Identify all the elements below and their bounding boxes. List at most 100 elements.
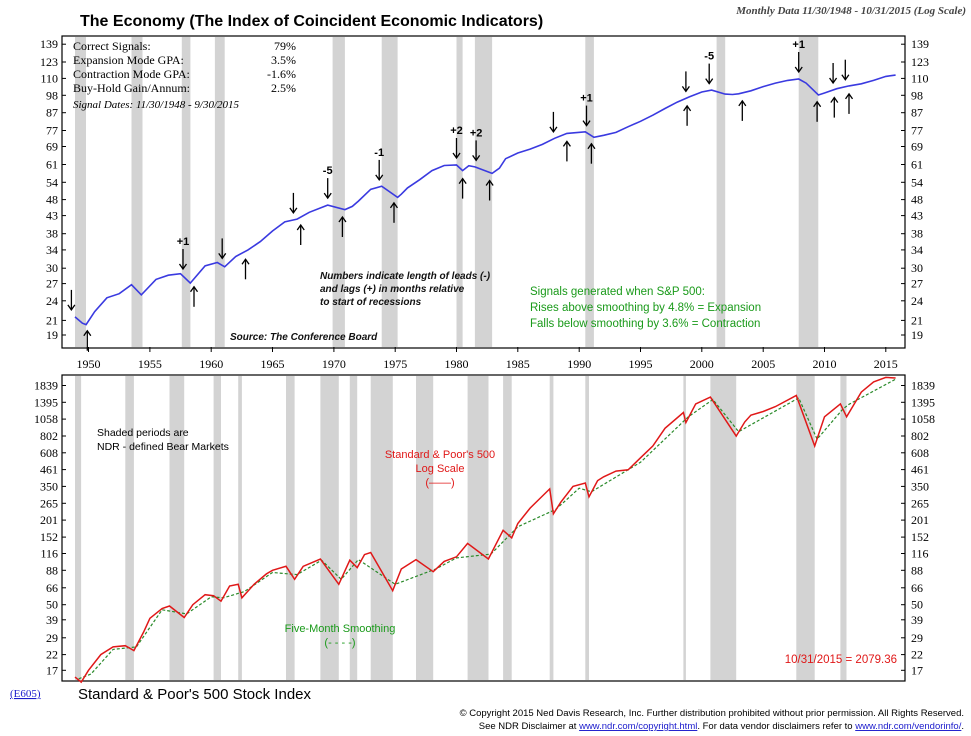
vendorinfo-link[interactable]: www.ndr.com/vendorinfo/ xyxy=(854,721,961,732)
buy-signal-arrow-3 xyxy=(189,285,199,293)
y-tick-left-11: 69 xyxy=(46,140,58,154)
x-tick-label-2: 1960 xyxy=(199,357,223,371)
recession-shade-1 xyxy=(131,37,143,347)
chart-code-link[interactable]: (E605) xyxy=(10,688,41,700)
buy-signal-arrow-5 xyxy=(241,258,250,265)
lead-lag-label-2: +1 xyxy=(177,236,190,248)
smoothing-line-legend: (- - - -) xyxy=(324,637,355,649)
sell-signal-arrow-4 xyxy=(218,252,227,260)
y-tick-left-9: 54 xyxy=(46,175,58,189)
x-tick-label-12: 2010 xyxy=(813,357,837,371)
lead-lag-label-12: +2 xyxy=(450,125,463,137)
sell-signal-arrow-24 xyxy=(794,66,803,74)
y-tick-right-15: 1058 xyxy=(911,412,935,426)
lead-lag-label-24: +1 xyxy=(792,39,805,51)
y-tick-left-8: 48 xyxy=(46,193,58,207)
y-tick-left-16: 123 xyxy=(40,55,58,69)
y-tick-right-1: 21 xyxy=(911,313,923,327)
bear-market-shade-17 xyxy=(840,376,847,680)
bear-market-shade-13 xyxy=(585,376,589,680)
y-tick-right-0: 17 xyxy=(911,663,923,677)
x-tick-label-13: 2015 xyxy=(874,357,898,371)
y-tick-left-13: 87 xyxy=(46,106,58,120)
y-tick-right-13: 87 xyxy=(911,106,923,120)
y-tick-left-15: 1058 xyxy=(34,412,58,426)
recession-shade-0 xyxy=(75,37,86,347)
y-tick-right-16: 1395 xyxy=(911,395,935,409)
stat-value-contraction: -1.6% xyxy=(267,67,296,81)
x-tick-label-10: 2000 xyxy=(690,357,714,371)
sell-signal-arrow-14 xyxy=(472,155,481,162)
lead-lag-label-14: +2 xyxy=(470,127,483,139)
y-tick-left-3: 27 xyxy=(46,277,58,291)
y-tick-left-12: 461 xyxy=(40,463,58,477)
y-tick-left-17: 1839 xyxy=(34,379,58,393)
y-tick-right-14: 802 xyxy=(911,429,929,443)
y-tick-right-12: 461 xyxy=(911,463,929,477)
bear-market-shade-11 xyxy=(503,376,512,680)
buy-signal-arrow-17 xyxy=(562,140,571,147)
y-tick-right-8: 48 xyxy=(911,193,923,207)
y-tick-left-15: 110 xyxy=(40,71,58,85)
y-tick-left-7: 43 xyxy=(46,209,58,223)
signals-line-1: Signals generated when S&P 500: xyxy=(530,286,705,298)
x-tick-label-0: 1950 xyxy=(77,357,101,371)
bear-market-shade-4 xyxy=(238,376,242,680)
recession-shade-4 xyxy=(332,37,345,347)
bear-market-shade-3 xyxy=(213,376,221,680)
recession-shade-9 xyxy=(716,37,726,347)
chart-subtitle: Monthly Data 11/30/1948 - 10/31/2015 (Lo… xyxy=(735,5,966,17)
sell-signal-arrow-16 xyxy=(549,126,558,134)
sell-signal-arrow-22 xyxy=(705,78,714,85)
bear-market-shade-14 xyxy=(683,376,686,680)
sell-signal-arrow-20 xyxy=(681,85,690,93)
stat-value-correct: 79% xyxy=(274,39,296,53)
sp500-series-label: Standard & Poor's 500 xyxy=(385,449,495,461)
disclaimer-mid: . For data vendor disclaimers refer to xyxy=(697,721,852,732)
sp500-line-legend: (——) xyxy=(425,477,454,489)
y-tick-right-0: 19 xyxy=(911,328,923,342)
y-tick-left-4: 50 xyxy=(46,598,58,612)
y-tick-right-9: 54 xyxy=(911,175,923,189)
bear-market-shade-10 xyxy=(467,376,489,680)
stat-label-contraction: Contraction Mode GPA: xyxy=(73,67,190,81)
y-tick-left-5: 66 xyxy=(46,581,58,595)
x-tick-label-7: 1985 xyxy=(506,357,530,371)
bear-market-shade-7 xyxy=(349,376,358,680)
y-tick-left-17: 139 xyxy=(40,37,58,51)
y-tick-left-14: 98 xyxy=(46,88,58,102)
buy-signal-arrow-11 xyxy=(389,201,398,209)
economy-index-line xyxy=(74,74,896,326)
buy-signal-arrow-25 xyxy=(813,100,822,108)
bear-market-shade-9 xyxy=(416,376,434,680)
note-leads-lags-1: Numbers indicate length of leads (-) xyxy=(320,271,491,282)
x-tick-label-3: 1965 xyxy=(261,357,285,371)
sell-signal-arrow-2 xyxy=(178,263,188,271)
bear-market-shade-5 xyxy=(286,376,295,680)
y-tick-left-2: 24 xyxy=(46,294,58,308)
y-tick-left-6: 88 xyxy=(46,563,58,577)
buy-signal-arrow-7 xyxy=(296,223,305,231)
shaded-note-2: NDR - defined Bear Markets xyxy=(97,441,229,453)
recession-shade-3 xyxy=(214,37,225,347)
note-source: Source: The Conference Board xyxy=(230,332,378,343)
x-tick-label-9: 1995 xyxy=(629,357,653,371)
y-tick-right-6: 88 xyxy=(911,563,923,577)
disclaimer-text: See NDR Disclaimer at www.ndr.com/copyri… xyxy=(479,721,964,732)
y-tick-right-9: 201 xyxy=(911,513,929,527)
copyright-link[interactable]: www.ndr.com/copyright.html xyxy=(578,721,697,732)
y-tick-left-2: 29 xyxy=(46,631,58,645)
y-tick-right-6: 38 xyxy=(911,227,923,241)
sell-signal-arrow-26 xyxy=(829,77,838,85)
y-tick-left-7: 116 xyxy=(40,547,58,561)
y-tick-left-12: 77 xyxy=(46,124,58,138)
buy-signal-arrow-13 xyxy=(458,177,467,185)
buy-signal-arrow-9 xyxy=(338,215,347,223)
y-tick-left-8: 152 xyxy=(40,530,58,544)
bear-market-shade-12 xyxy=(549,376,554,680)
last-value-label: 10/31/2015 = 2079.36 xyxy=(785,654,897,666)
sell-signal-arrow-10 xyxy=(375,174,384,182)
bear-market-shade-6 xyxy=(320,376,339,680)
